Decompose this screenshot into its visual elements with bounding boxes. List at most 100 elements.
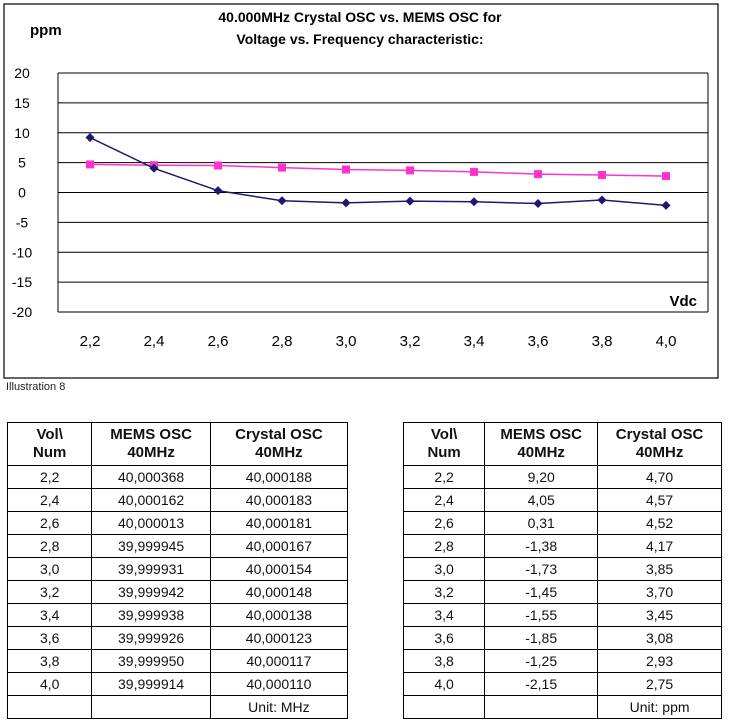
header-line: Vol\ [36, 426, 63, 443]
series-1-marker [214, 161, 222, 170]
column-header: Crystal OSC 40MHz [597, 422, 722, 466]
table-row: 2,4 40,000162 40,000183 [6, 488, 349, 512]
x-tick-label: 3,2 [400, 333, 421, 350]
table-cell: -1,85 [484, 626, 599, 650]
table-row: 2,2 40,000368 40,000188 [6, 465, 349, 489]
table-cell: 3,6 [6, 626, 93, 650]
table-row: 4,0 -2,15 2,75 [402, 672, 722, 696]
table-row: 2,2 9,20 4,70 [402, 465, 722, 489]
table-cell: 39,999931 [91, 557, 211, 581]
series-0-marker [533, 199, 543, 209]
header-row: Vol\ Num MEMS OSC 40MHz Crystal OSC 40MHz [402, 422, 722, 466]
series-1-marker [662, 172, 670, 181]
table-cell: 3,4 [402, 603, 486, 627]
header-line: Num [427, 444, 461, 461]
table-row: 3,8 39,999950 40,000117 [6, 649, 349, 673]
x-axis-label: Vdc [669, 293, 697, 310]
series-1-marker [470, 167, 478, 176]
empty-cell [484, 695, 599, 719]
header-line: 40MHz [517, 444, 565, 461]
table-cell: 39,999942 [91, 580, 211, 604]
table-cell: 3,4 [6, 603, 93, 627]
table-row: 3,2 -1,45 3,70 [402, 580, 722, 604]
table-cell: 3,08 [597, 626, 722, 650]
table-row: 3,6 39,999926 40,000123 [6, 626, 349, 650]
header-line: 40MHz [127, 444, 175, 461]
series-0-marker [277, 196, 287, 206]
series-0-marker [469, 197, 479, 207]
series-1-marker [86, 160, 94, 169]
table-cell: 3,85 [597, 557, 722, 581]
series-0-line [89, 136, 667, 207]
table-cell: 39,999914 [91, 672, 211, 696]
table-cell: 2,2 [6, 465, 93, 489]
x-tick-label: 3,8 [592, 333, 613, 350]
frequency-table-mhz: Vol\ Num MEMS OSC 40MHz Crystal OSC 40MHz 2,2 4… [6, 422, 349, 719]
table-cell: 2,6 [402, 511, 486, 535]
table-cell: 4,05 [484, 488, 599, 512]
table-row: 3,0 -1,73 3,85 [402, 557, 722, 581]
table-cell: 40,000368 [91, 465, 211, 489]
x-tick-label: 3,4 [464, 333, 485, 350]
header-line: 40MHz [635, 444, 684, 461]
x-tick-label: 2,8 [272, 333, 293, 350]
x-tick-label: 4,0 [656, 333, 677, 350]
table-row: 2,4 4,05 4,57 [402, 488, 722, 512]
column-header: Crystal OSC 40MHz [209, 422, 349, 466]
chart-frame [3, 3, 719, 379]
table-row: 3,0 39,999931 40,000154 [6, 557, 349, 581]
empty-cell [402, 695, 486, 719]
table-cell: 40,000110 [209, 672, 349, 696]
table-cell: 39,999950 [91, 649, 211, 673]
table-row: 2,8 39,999945 40,000167 [6, 534, 349, 558]
table-cell: 40,000183 [209, 488, 349, 512]
column-header: MEMS OSC 40MHz [484, 422, 599, 466]
table-cell: 4,0 [6, 672, 93, 696]
column-header: MEMS OSC 40MHz [91, 422, 211, 466]
table-row: 3,2 39,999942 40,000148 [6, 580, 349, 604]
y-axis-label: ppm [30, 22, 62, 39]
series-0-marker [149, 163, 159, 173]
y-tick-label: 10 [14, 125, 30, 141]
header-line: Vol\ [430, 426, 458, 443]
table-cell: 39,999938 [91, 603, 211, 627]
y-tick-label: 5 [18, 155, 26, 171]
series-1-marker [598, 170, 606, 179]
table-cell: 3,2 [6, 580, 93, 604]
unit-row: Unit: MHz [6, 695, 349, 719]
series-1-line [89, 163, 667, 177]
unit-label: Unit: MHz [209, 695, 349, 719]
column-header: Vol\ Num [402, 422, 486, 466]
header-line: Num [33, 444, 67, 461]
table-row: 2,6 40,000013 40,000181 [6, 511, 349, 535]
table-cell: 3,0 [6, 557, 93, 581]
table-row: 2,6 0,31 4,52 [402, 511, 722, 535]
table-cell: 3,70 [597, 580, 722, 604]
y-tick-label: -20 [12, 304, 32, 320]
y-tick-label: -10 [12, 244, 32, 260]
table-cell: 4,0 [402, 672, 486, 696]
series-1-marker [534, 170, 542, 179]
table-cell: 3,6 [402, 626, 486, 650]
table-row: 4,0 39,999914 40,000110 [6, 672, 349, 696]
x-tick-label: 2,6 [208, 333, 229, 350]
table-cell: 4,17 [597, 534, 722, 558]
empty-cell [6, 695, 93, 719]
table-row: 3,8 -1,25 2,93 [402, 649, 722, 673]
chart-subtitle: Voltage vs. Frequency characteristic: [236, 31, 483, 47]
x-tick-label: 3,0 [336, 333, 357, 350]
table-cell: 40,000167 [209, 534, 349, 558]
y-tick-label: 15 [14, 95, 30, 111]
table-cell: 40,000162 [91, 488, 211, 512]
y-tick-label: 20 [14, 65, 30, 81]
table-cell: 2,4 [402, 488, 486, 512]
chart: 40.000MHz Crystal OSC vs. MEMS OSC for V… [3, 3, 719, 379]
table-cell: 40,000181 [209, 511, 349, 535]
table-cell: 3,45 [597, 603, 722, 627]
unit-label: Unit: ppm [597, 695, 722, 719]
table-cell: 40,000188 [209, 465, 349, 489]
table-cell: 3,8 [402, 649, 486, 673]
x-tick-label: 3,6 [528, 333, 549, 350]
table-cell: 40,000117 [209, 649, 349, 673]
series-0-marker [597, 195, 607, 205]
